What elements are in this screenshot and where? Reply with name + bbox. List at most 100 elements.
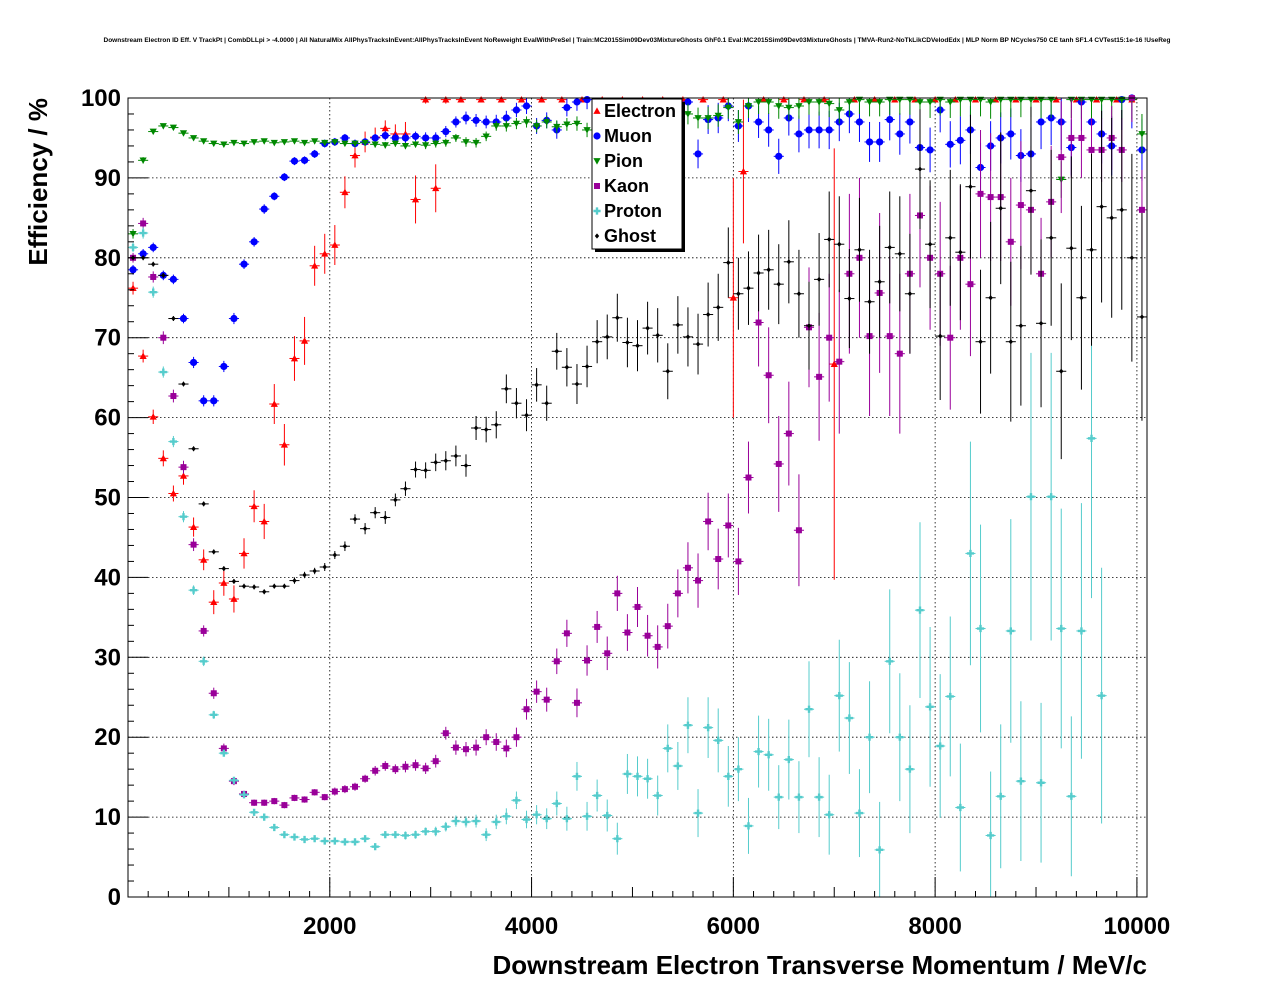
data-point bbox=[826, 334, 833, 341]
y-tick-label: 20 bbox=[94, 724, 121, 751]
data-point bbox=[401, 143, 410, 150]
data-point bbox=[614, 590, 621, 597]
data-point bbox=[714, 736, 722, 744]
data-point bbox=[281, 802, 288, 809]
data-point bbox=[805, 126, 813, 134]
data-point bbox=[997, 792, 1005, 800]
series-proton bbox=[128, 227, 1107, 897]
data-point bbox=[472, 116, 480, 124]
data-point bbox=[754, 99, 763, 106]
data-point bbox=[179, 130, 188, 137]
data-point bbox=[896, 733, 904, 741]
data-point bbox=[453, 453, 459, 459]
data-point bbox=[574, 381, 580, 387]
data-point bbox=[715, 556, 722, 563]
data-point bbox=[129, 266, 137, 274]
data-point bbox=[200, 556, 208, 563]
data-point bbox=[1068, 134, 1075, 141]
data-point bbox=[684, 98, 692, 106]
data-point bbox=[1007, 627, 1015, 635]
data-point bbox=[290, 833, 299, 841]
data-point bbox=[1067, 792, 1075, 800]
data-point bbox=[951, 95, 959, 103]
data-point bbox=[594, 623, 601, 630]
data-point bbox=[452, 135, 460, 142]
data-point bbox=[292, 577, 297, 584]
data-point bbox=[139, 157, 147, 164]
data-point bbox=[413, 466, 418, 473]
data-point bbox=[705, 518, 712, 525]
data-point bbox=[876, 846, 884, 854]
data-point bbox=[381, 131, 389, 140]
data-point bbox=[140, 220, 147, 227]
data-point bbox=[190, 541, 197, 548]
data-point bbox=[1007, 130, 1015, 138]
data-point bbox=[241, 583, 247, 589]
data-point bbox=[171, 315, 176, 322]
data-point bbox=[745, 474, 752, 481]
data-point bbox=[272, 583, 277, 589]
data-point bbox=[664, 623, 671, 630]
data-point bbox=[200, 657, 208, 665]
data-point bbox=[522, 815, 531, 824]
data-point bbox=[760, 95, 768, 103]
y-tick-label: 70 bbox=[94, 325, 121, 352]
data-point bbox=[1138, 206, 1145, 213]
data-point bbox=[976, 624, 985, 633]
data-point bbox=[331, 788, 338, 795]
data-point bbox=[169, 437, 178, 446]
data-point bbox=[1048, 235, 1054, 241]
data-point bbox=[442, 823, 450, 831]
data-point bbox=[159, 368, 167, 376]
data-point bbox=[422, 95, 430, 103]
data-point bbox=[887, 244, 892, 251]
data-point bbox=[483, 734, 490, 741]
data-point bbox=[645, 325, 650, 331]
data-point bbox=[948, 235, 953, 241]
data-point bbox=[765, 372, 772, 379]
data-point bbox=[483, 426, 489, 433]
data-point bbox=[926, 99, 934, 106]
y-tick-label: 30 bbox=[94, 644, 121, 671]
x-tick-label: 4000 bbox=[505, 913, 558, 940]
data-point bbox=[221, 566, 227, 572]
data-point bbox=[876, 99, 884, 106]
data-point bbox=[282, 583, 287, 589]
y-tick-label: 0 bbox=[108, 884, 121, 911]
legend-label: Ghost bbox=[604, 226, 656, 246]
data-point bbox=[401, 831, 410, 840]
data-point bbox=[796, 291, 802, 297]
data-point bbox=[543, 696, 550, 703]
data-point bbox=[351, 140, 359, 148]
data-point bbox=[391, 831, 399, 839]
y-tick-label: 100 bbox=[81, 85, 121, 112]
data-point bbox=[855, 118, 864, 126]
data-point bbox=[775, 103, 783, 110]
data-point bbox=[230, 314, 238, 323]
y-tick-label: 40 bbox=[94, 564, 121, 591]
data-point bbox=[240, 140, 248, 148]
x-tick-label: 8000 bbox=[908, 913, 961, 940]
data-point bbox=[494, 422, 499, 428]
data-point bbox=[654, 643, 661, 650]
data-point bbox=[371, 141, 379, 148]
data-point bbox=[502, 123, 510, 130]
data-point bbox=[1069, 245, 1074, 251]
data-point bbox=[482, 118, 490, 126]
data-point bbox=[210, 690, 217, 697]
data-point bbox=[352, 783, 359, 790]
data-point bbox=[169, 275, 178, 283]
data-point bbox=[987, 831, 995, 840]
data-point bbox=[775, 460, 782, 467]
legend-label: Electron bbox=[604, 101, 676, 121]
data-point bbox=[411, 831, 420, 839]
data-point bbox=[371, 134, 379, 142]
data-point bbox=[361, 139, 369, 147]
data-point bbox=[411, 141, 420, 148]
x-tick-label: 10000 bbox=[1104, 913, 1171, 940]
data-point bbox=[917, 166, 923, 172]
data-point bbox=[836, 358, 843, 365]
data-point bbox=[383, 514, 388, 521]
data-point bbox=[695, 577, 702, 584]
data-point bbox=[754, 747, 763, 756]
